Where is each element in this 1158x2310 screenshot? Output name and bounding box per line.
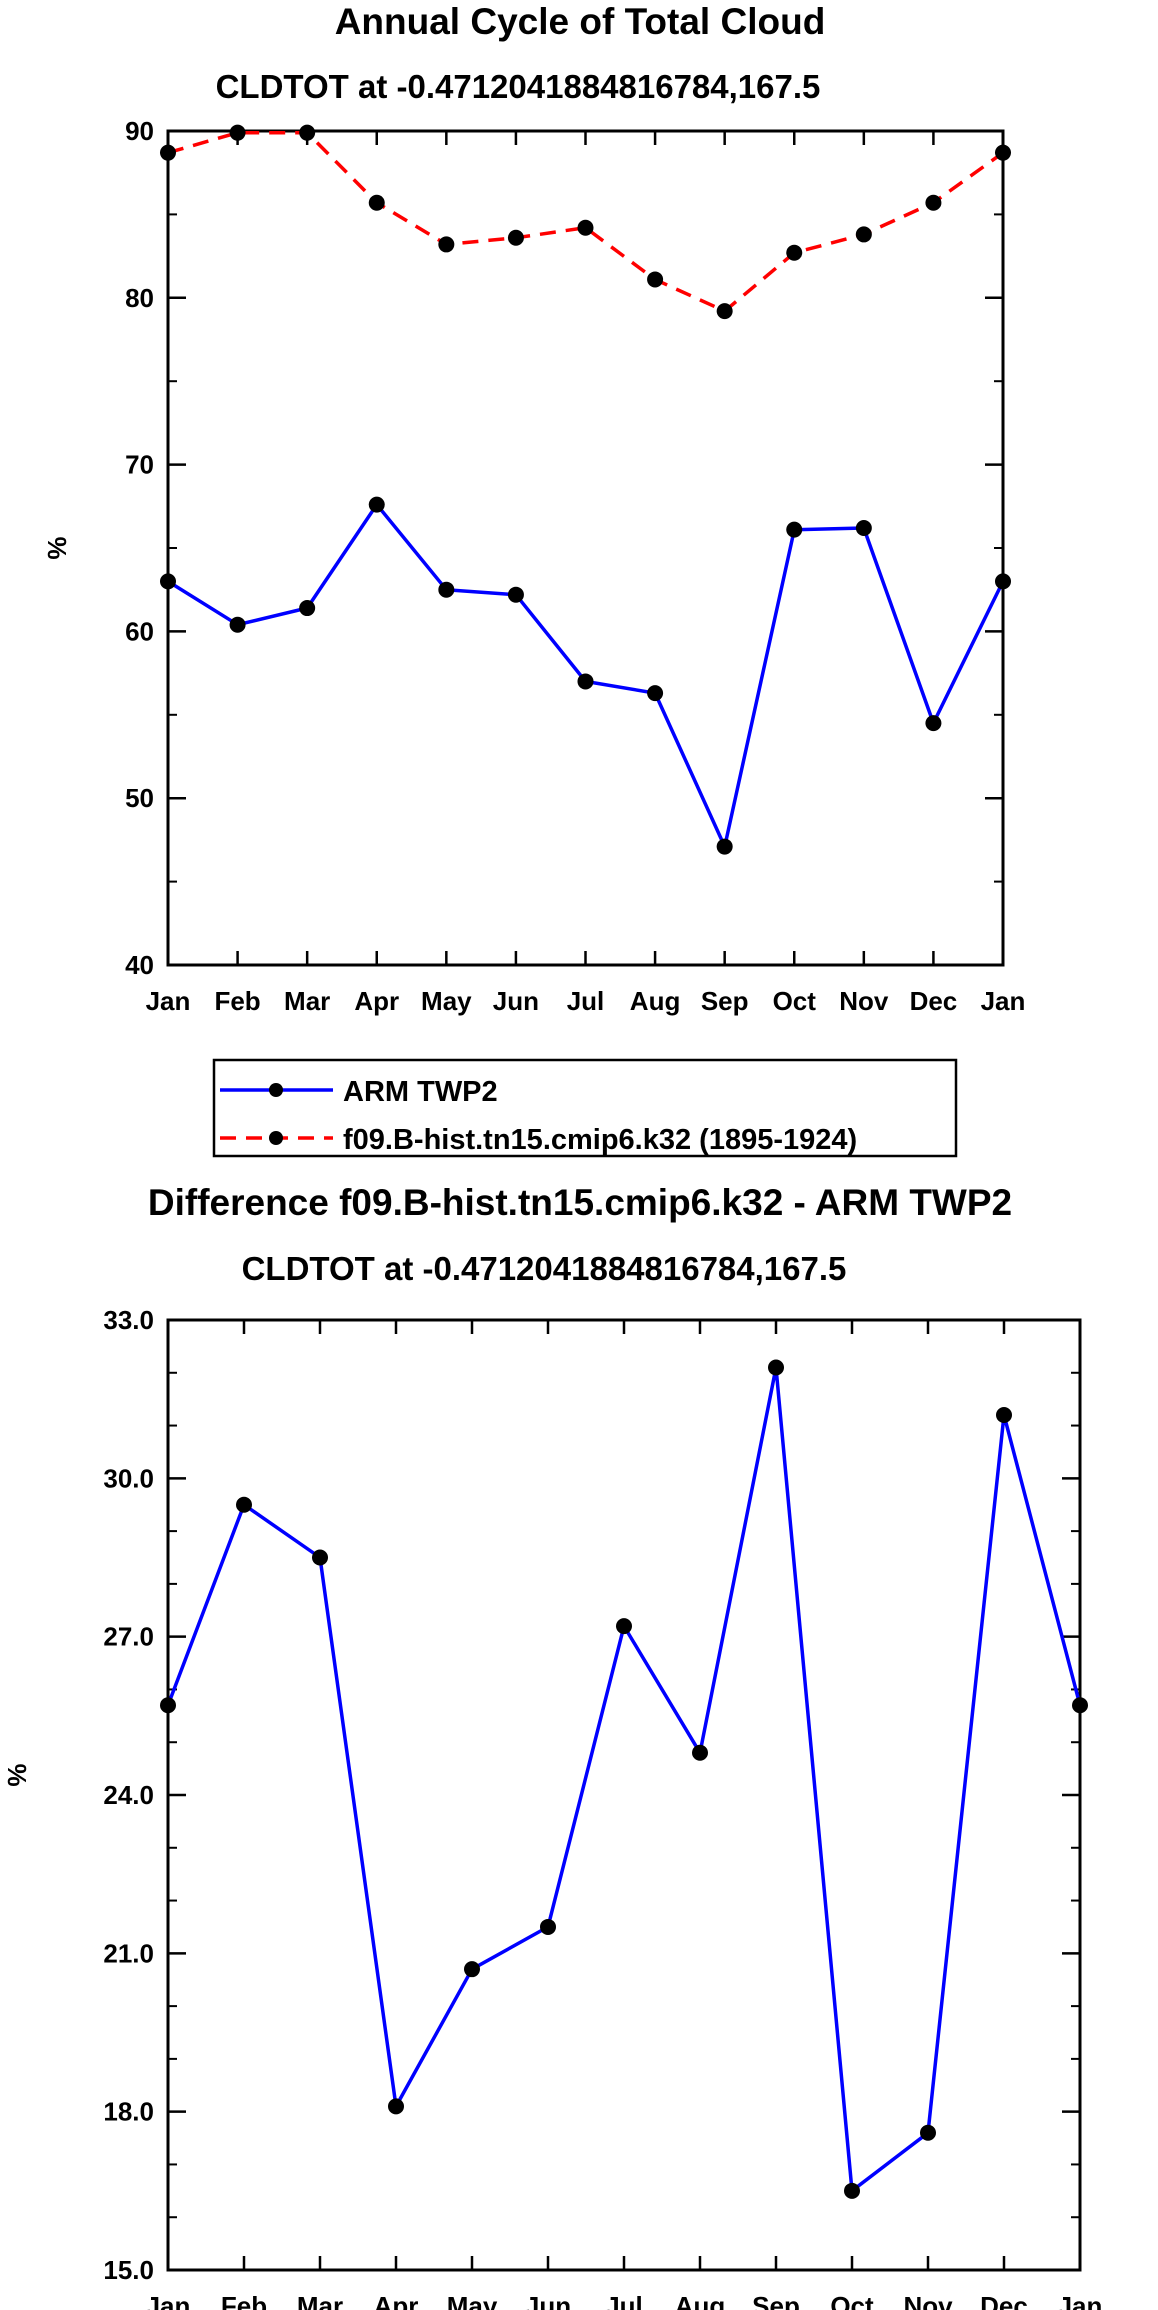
y-tick-label: 50 [125, 783, 154, 813]
chart-1-title: Annual Cycle of Total Cloud [335, 1, 826, 42]
data-point-0-5 [507, 586, 524, 603]
data-point-0-4 [438, 581, 455, 598]
data-point-0-12 [995, 573, 1011, 590]
y-tick-label: 33.0 [103, 1305, 154, 1335]
data-point-0-9 [844, 2182, 860, 2199]
y-tick-label: 30.0 [103, 1463, 154, 1493]
data-point-0-11 [996, 1407, 1012, 1423]
series-line-0 [166, 1365, 1082, 2193]
legend: ARM TWP2 f09.B-hist.tn15.cmip6.k32 (1895… [212, 1058, 958, 1158]
data-point-0-7 [647, 685, 664, 702]
x-tick-label: Jun [525, 2291, 571, 2310]
data-point-0-2 [312, 1549, 328, 1566]
legend-box [212, 1058, 958, 1158]
data-point-0-9 [786, 521, 803, 538]
data-point-1-0 [160, 144, 176, 161]
x-tick-label: Apr [374, 2291, 419, 2310]
chart-annual-cycle: Annual Cycle of Total Cloud CLDTOT at -0… [42, 1, 1026, 1158]
data-point-0-0 [160, 573, 176, 590]
data-point-1-11 [925, 194, 942, 211]
data-point-1-2 [299, 124, 316, 141]
data-point-0-10 [855, 519, 872, 536]
chart-1-y-axis-label: % [42, 536, 72, 559]
x-tick-label: Dec [980, 2291, 1028, 2310]
y-tick-label: 18.0 [103, 2097, 154, 2127]
x-tick-label: Oct [773, 986, 817, 1016]
x-tick-label: Aug [630, 986, 681, 1016]
data-point-1-5 [507, 229, 524, 246]
legend-label-model: f09.B-hist.tn15.cmip6.k32 (1895-1924) [343, 1124, 857, 1156]
y-tick-label: 70 [125, 450, 154, 480]
chart-2-subtitle: CLDTOT at -0.4712041884816784,167.5 [242, 1250, 847, 1287]
x-tick-label: Jan [981, 986, 1026, 1016]
legend-marker-model [269, 1131, 283, 1145]
x-tick-label: Feb [221, 2291, 267, 2310]
x-tick-label: Sep [701, 986, 749, 1016]
x-tick-label: Nov [839, 986, 889, 1016]
data-point-0-3 [388, 2098, 404, 2115]
x-tick-label: Jul [567, 986, 605, 1016]
data-point-0-0 [160, 1697, 176, 1714]
y-tick-label: 60 [125, 616, 154, 646]
data-point-0-5 [540, 1918, 556, 1935]
data-point-1-1 [229, 124, 246, 141]
data-point-1-6 [577, 219, 594, 236]
chart-2-y-axis-label: % [2, 1763, 32, 1786]
x-tick-label: Nov [903, 2291, 953, 2310]
x-tick-label: Jan [146, 2291, 191, 2310]
x-tick-label: Mar [297, 2291, 343, 2310]
data-point-0-1 [229, 616, 246, 633]
data-point-0-11 [925, 715, 942, 732]
legend-label-arm-twp2: ARM TWP2 [343, 1076, 498, 1108]
data-point-0-6 [577, 673, 594, 690]
x-tick-label: Jun [493, 986, 539, 1016]
x-tick-label: Feb [214, 986, 260, 1016]
y-tick-label: 90 [125, 116, 154, 146]
data-point-1-4 [438, 236, 455, 253]
data-point-0-1 [236, 1496, 252, 1513]
data-point-0-6 [616, 1618, 632, 1635]
data-point-1-8 [716, 303, 733, 320]
data-point-0-12 [1072, 1697, 1088, 1714]
plot-frame [166, 129, 1005, 967]
x-tick-label: Dec [910, 986, 958, 1016]
chart-1-subtitle: CLDTOT at -0.4712041884816784,167.5 [216, 68, 821, 105]
x-tick-label: Oct [830, 2291, 874, 2310]
x-tick-label: May [421, 986, 472, 1016]
data-point-1-3 [368, 194, 385, 211]
x-tick-label: Jan [146, 986, 191, 1016]
data-point-1-12 [995, 144, 1011, 161]
data-point-0-8 [768, 1359, 784, 1376]
y-tick-label: 80 [125, 283, 154, 313]
data-point-0-2 [299, 600, 316, 617]
data-point-0-7 [692, 1744, 708, 1761]
x-tick-label: Mar [284, 986, 330, 1016]
legend-marker-arm-twp2 [269, 1083, 283, 1097]
y-tick-label: 21.0 [103, 1938, 154, 1968]
plot-frame [166, 1318, 1082, 2272]
y-tick-label: 27.0 [103, 1622, 154, 1652]
x-tick-label: Jul [605, 2291, 643, 2310]
chart-difference: Difference f09.B-hist.tn15.cmip6.k32 - A… [2, 1182, 1102, 2310]
x-tick-label: May [447, 2291, 498, 2310]
data-point-1-9 [786, 244, 803, 261]
data-point-1-7 [647, 271, 664, 288]
y-tick-label: 15.0 [103, 2255, 154, 2285]
data-point-0-4 [464, 1961, 480, 1978]
x-tick-label: Sep [752, 2291, 800, 2310]
x-tick-label: Jan [1058, 2291, 1103, 2310]
data-point-0-3 [368, 496, 385, 513]
x-tick-label: Aug [675, 2291, 726, 2310]
x-tick-label: Apr [354, 986, 399, 1016]
y-tick-label: 24.0 [103, 1780, 154, 1810]
data-point-0-10 [920, 2124, 936, 2141]
data-point-1-10 [855, 226, 872, 243]
data-point-0-8 [716, 838, 733, 855]
y-tick-label: 40 [125, 950, 154, 980]
chart-2-title: Difference f09.B-hist.tn15.cmip6.k32 - A… [148, 1182, 1012, 1223]
